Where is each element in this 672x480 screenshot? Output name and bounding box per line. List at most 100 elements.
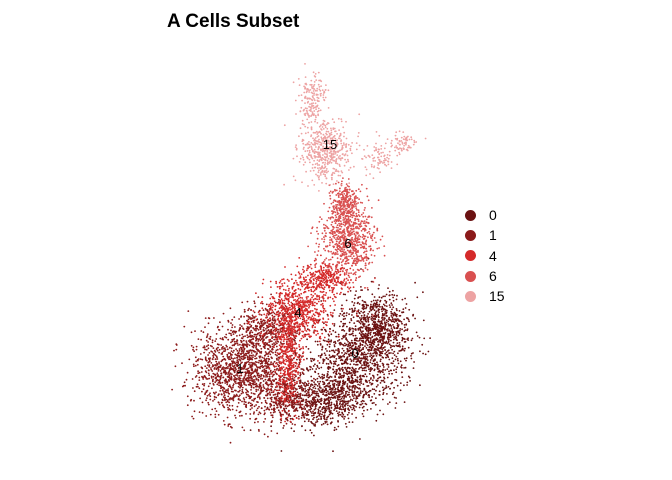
point	[315, 302, 318, 305]
point	[401, 328, 403, 331]
point	[281, 317, 283, 320]
point	[346, 413, 349, 416]
point	[343, 330, 346, 332]
point	[328, 345, 331, 348]
point	[400, 366, 402, 368]
point	[338, 411, 341, 413]
point	[323, 374, 326, 376]
point	[244, 335, 247, 337]
point	[243, 376, 246, 379]
point	[343, 396, 346, 398]
point	[207, 322, 210, 325]
point	[268, 303, 271, 306]
point	[267, 378, 270, 381]
point	[256, 368, 259, 371]
point	[252, 400, 255, 402]
point	[248, 320, 250, 323]
point	[247, 372, 250, 375]
point	[293, 343, 296, 346]
point	[210, 367, 212, 369]
point	[326, 376, 328, 378]
point	[274, 319, 277, 322]
point	[347, 408, 349, 410]
point	[306, 324, 309, 327]
point	[263, 343, 266, 346]
point	[367, 313, 369, 315]
point	[383, 341, 386, 344]
point	[368, 327, 370, 330]
point	[336, 407, 338, 410]
point	[227, 367, 229, 370]
point	[367, 320, 370, 323]
point	[343, 383, 346, 386]
point	[268, 373, 271, 376]
point	[296, 358, 298, 361]
point	[364, 318, 367, 321]
point	[376, 363, 379, 366]
point	[385, 312, 387, 315]
point	[363, 389, 366, 391]
point	[303, 406, 306, 408]
point	[249, 358, 252, 361]
point	[407, 346, 410, 349]
point	[274, 308, 277, 311]
point	[283, 342, 285, 345]
point	[265, 371, 268, 373]
point	[319, 318, 321, 321]
point	[393, 365, 396, 367]
point	[319, 380, 322, 383]
point	[304, 329, 306, 331]
point	[418, 336, 421, 339]
point	[243, 354, 246, 357]
point	[323, 416, 326, 419]
point	[293, 306, 296, 309]
point	[382, 327, 384, 330]
point	[276, 342, 278, 345]
point	[292, 403, 295, 406]
point	[257, 378, 260, 381]
point	[266, 312, 269, 315]
point	[372, 359, 375, 362]
point	[251, 382, 254, 385]
point	[396, 318, 399, 320]
point	[247, 315, 250, 317]
point	[329, 304, 332, 307]
point	[346, 325, 348, 328]
point	[218, 366, 221, 368]
point	[240, 357, 243, 360]
point	[388, 370, 390, 373]
point	[333, 403, 336, 406]
point	[241, 414, 243, 417]
point	[345, 372, 347, 375]
point	[230, 347, 233, 350]
point	[321, 380, 324, 383]
point	[302, 336, 305, 338]
point	[269, 379, 272, 382]
point	[259, 339, 262, 342]
point	[274, 321, 277, 323]
point	[281, 375, 284, 377]
point	[271, 314, 274, 317]
point	[330, 339, 333, 342]
point	[371, 388, 374, 391]
point	[279, 280, 282, 282]
point	[270, 325, 272, 328]
point	[279, 285, 282, 288]
point	[249, 323, 251, 326]
point	[208, 393, 211, 396]
point	[282, 401, 285, 403]
point	[249, 339, 251, 341]
point	[322, 360, 325, 363]
point	[234, 376, 237, 379]
point	[364, 392, 367, 394]
point	[317, 412, 320, 415]
point	[375, 333, 377, 336]
point	[290, 404, 293, 407]
point	[278, 392, 281, 395]
point	[378, 311, 380, 314]
point	[212, 352, 215, 355]
point	[351, 391, 354, 393]
point	[270, 293, 272, 296]
point	[287, 302, 290, 305]
point	[353, 322, 356, 324]
